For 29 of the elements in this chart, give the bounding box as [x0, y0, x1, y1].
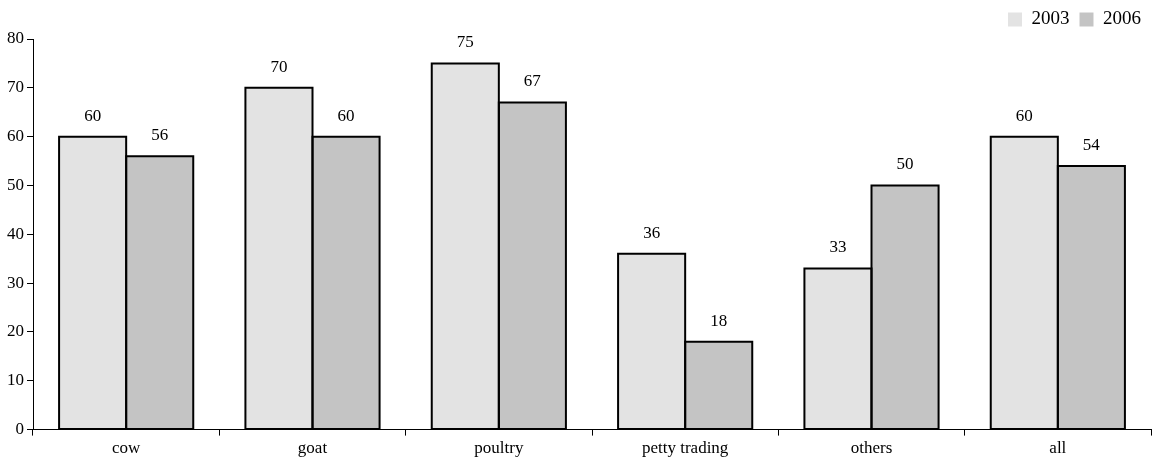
x-tick-label: poultry: [474, 438, 524, 458]
x-tick-label: cow: [112, 438, 142, 458]
y-tick-label: 20: [7, 321, 24, 341]
y-tick-label: 70: [7, 77, 24, 97]
y-tick-label: 10: [7, 370, 24, 390]
data-label: 36: [643, 222, 661, 242]
x-tick-label: petty trading: [641, 438, 729, 458]
y-tick-label: 60: [7, 126, 24, 146]
legend-label: 2003: [1031, 7, 1070, 29]
data-label: 70: [270, 56, 288, 76]
y-tick-label: 30: [7, 272, 24, 292]
data-label: 60: [1015, 105, 1033, 125]
data-label: 50: [896, 154, 914, 174]
data-label: 75: [456, 32, 474, 52]
x-tick-label: all: [1049, 438, 1067, 458]
data-label: 60: [337, 105, 355, 125]
data-label: 54: [1082, 134, 1101, 154]
data-label: 67: [523, 71, 542, 91]
data-label: 56: [151, 125, 169, 145]
legend-label: 2006: [1103, 7, 1141, 29]
data-label: 33: [829, 237, 847, 257]
y-tick-label: 80: [7, 28, 24, 48]
data-label: 18: [710, 310, 728, 330]
y-tick-label: 40: [7, 223, 24, 243]
x-tick-label: others: [850, 438, 893, 458]
y-tick-label: 0: [15, 419, 24, 439]
y-tick-label: 50: [7, 174, 24, 194]
data-label: 60: [84, 105, 102, 125]
x-tick-label: goat: [297, 438, 328, 458]
